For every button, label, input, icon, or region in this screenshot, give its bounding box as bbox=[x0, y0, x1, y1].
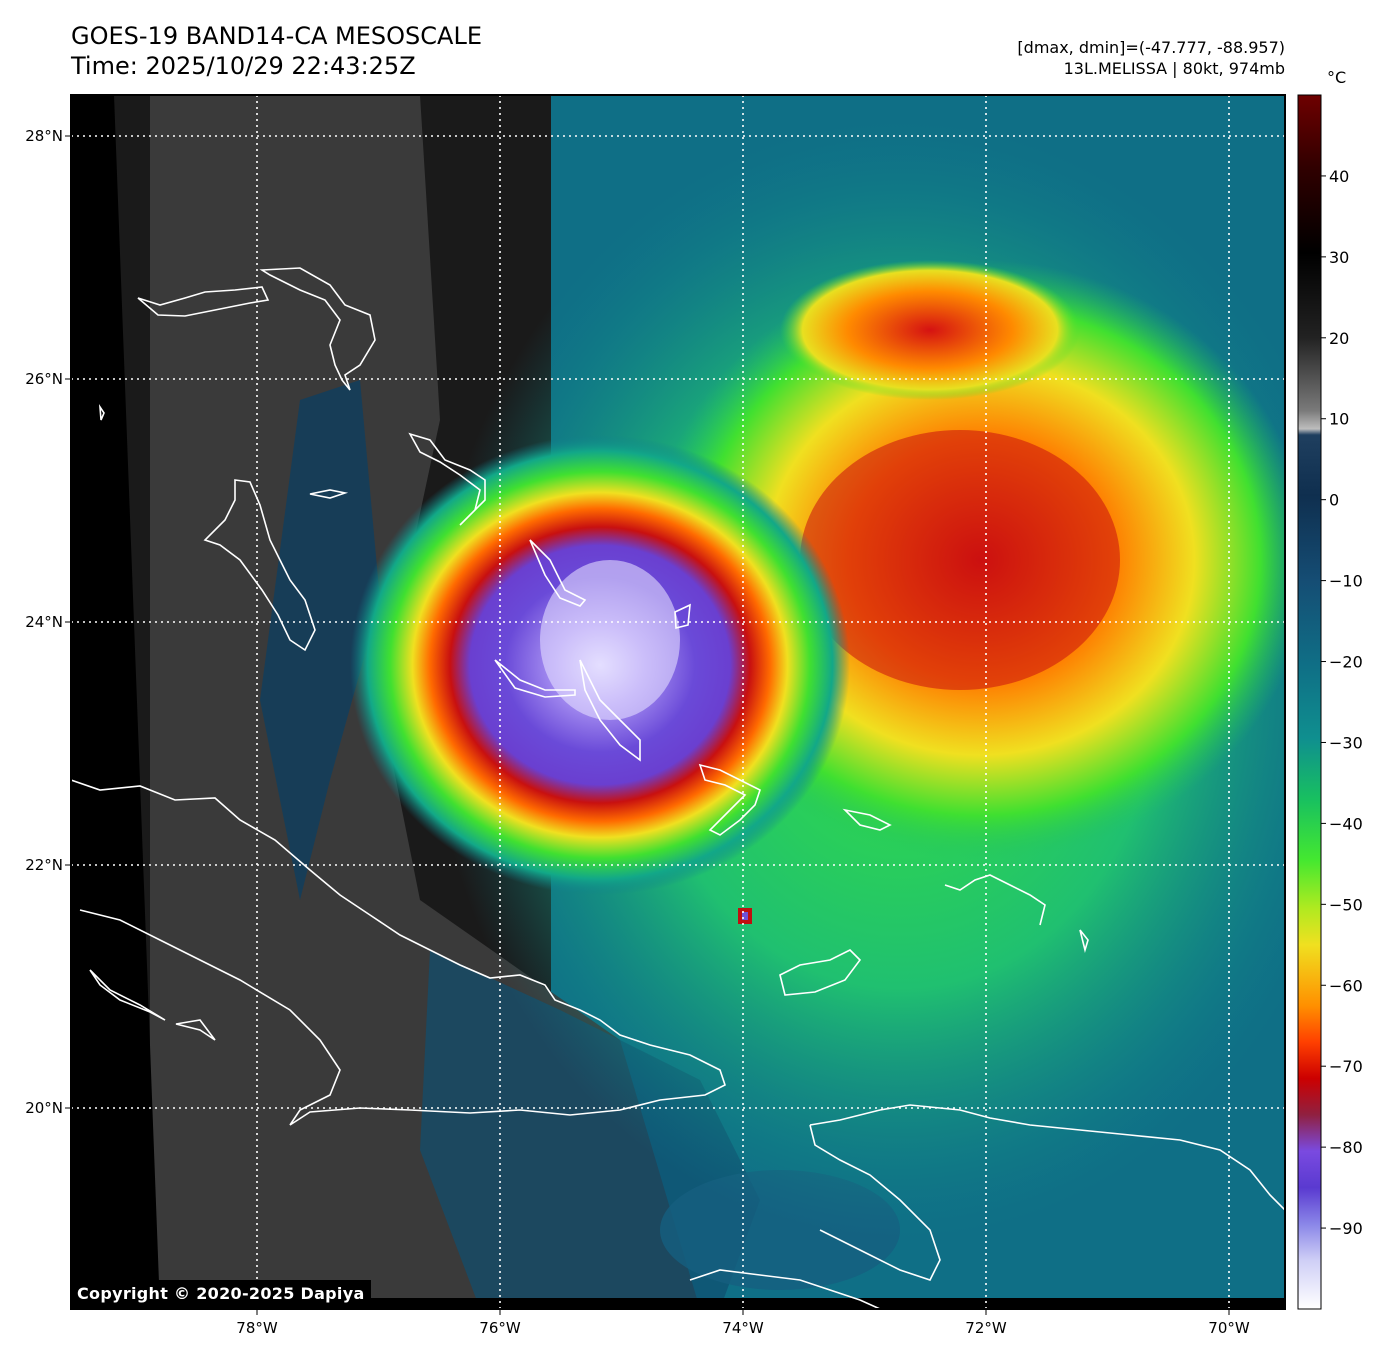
colorbar-tick-label: −90 bbox=[1329, 1219, 1363, 1238]
map-frame bbox=[70, 94, 1286, 1310]
colorbar-tick-label: −30 bbox=[1329, 733, 1363, 752]
lon-tick-label: 78°W bbox=[236, 1319, 278, 1337]
copyright-label: Copyright © 2020-2025 Dapiya bbox=[71, 1280, 371, 1308]
lon-tick-label: 74°W bbox=[722, 1319, 764, 1337]
map-timestamp: Time: 2025/10/29 22:43:25Z bbox=[71, 52, 416, 80]
colorbar-tick-label: −60 bbox=[1329, 976, 1363, 995]
lat-tick-label: 26°N bbox=[25, 370, 63, 388]
colorbar-tick-label: −40 bbox=[1329, 814, 1363, 833]
colorbar-tick-label: −20 bbox=[1329, 653, 1363, 672]
data-range-text: [dmax, dmin]=(-47.777, -88.957) bbox=[1017, 38, 1285, 57]
gridlines bbox=[71, 95, 1285, 1309]
colorbar-ticks: 40 30 20 10 0 −10 −20 −30 −40 −50 −60 −70 −80 −90 bbox=[1321, 167, 1363, 1238]
lat-tick-label: 20°N bbox=[25, 1099, 63, 1117]
coastlines bbox=[71, 267, 1285, 1309]
axis-ticks: 78°W 76°W 74°W 72°W 70°W 28°N 26°N 24°N 22°N 20°N bbox=[25, 127, 1250, 1337]
colorbar bbox=[1297, 94, 1322, 1310]
lat-tick-label: 28°N bbox=[25, 127, 63, 145]
colorbar-tick-label: 40 bbox=[1329, 167, 1349, 186]
colorbar-tick-label: 20 bbox=[1329, 329, 1349, 348]
lon-tick-label: 76°W bbox=[479, 1319, 521, 1337]
lat-tick-label: 22°N bbox=[25, 856, 63, 874]
map-title: GOES-19 BAND14-CA MESOSCALE bbox=[71, 22, 482, 50]
colorbar-tick-label: 10 bbox=[1329, 410, 1349, 429]
storm-info-text: 13L.MELISSA | 80kt, 974mb bbox=[1063, 59, 1285, 78]
colorbar-tick-label: −70 bbox=[1329, 1057, 1363, 1076]
colorbar-tick-label: −10 bbox=[1329, 572, 1363, 591]
map-imagery bbox=[71, 95, 1285, 1309]
colorbar-tick-label: −50 bbox=[1329, 895, 1363, 914]
lat-tick-label: 24°N bbox=[25, 613, 63, 631]
lon-tick-label: 72°W bbox=[965, 1319, 1007, 1337]
colorbar-tick-label: −80 bbox=[1329, 1138, 1363, 1157]
colorbar-unit-label: °C bbox=[1327, 68, 1347, 87]
colorbar-tick-label: 30 bbox=[1329, 248, 1349, 267]
lon-tick-label: 70°W bbox=[1208, 1319, 1250, 1337]
colorbar-tick-label: 0 bbox=[1329, 491, 1339, 510]
